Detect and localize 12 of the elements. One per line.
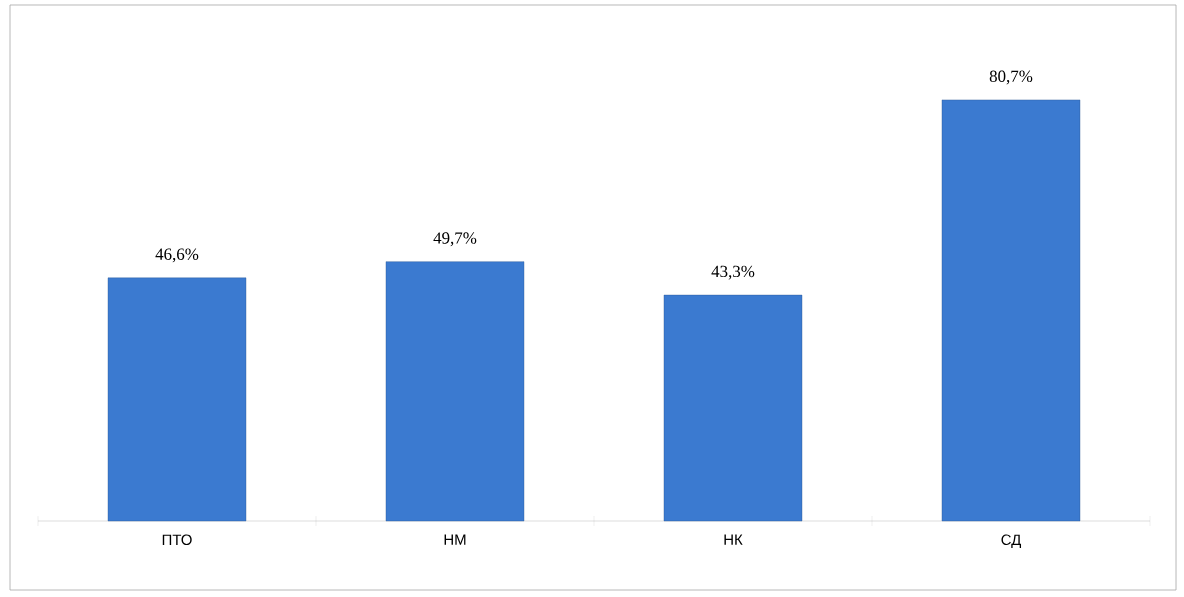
x-tick-label: НМ bbox=[444, 534, 466, 545]
x-tick-label: НК bbox=[724, 534, 743, 545]
bar bbox=[385, 261, 525, 522]
bar bbox=[941, 99, 1081, 522]
data-label: 49,7% bbox=[433, 232, 477, 247]
data-label: 43,3% bbox=[711, 265, 755, 280]
data-label: 46,6% bbox=[155, 248, 199, 263]
bar bbox=[663, 294, 803, 522]
x-tick-label: ПТО bbox=[162, 534, 192, 546]
x-tick-label: СД bbox=[1001, 534, 1022, 548]
data-label: 80,7% bbox=[989, 70, 1033, 85]
bar bbox=[107, 277, 247, 522]
